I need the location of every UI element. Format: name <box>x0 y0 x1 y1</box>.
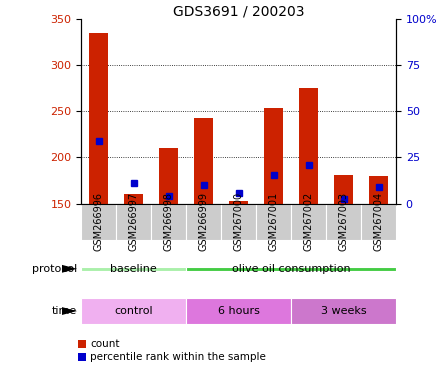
Text: GSM266999: GSM266999 <box>199 192 209 251</box>
Text: olive oil consumption: olive oil consumption <box>232 264 350 274</box>
Bar <box>124 194 143 204</box>
Text: GSM267004: GSM267004 <box>374 192 384 251</box>
Bar <box>299 88 318 204</box>
Text: baseline: baseline <box>110 264 157 274</box>
Bar <box>291 204 326 240</box>
Title: GDS3691 / 200203: GDS3691 / 200203 <box>173 4 304 18</box>
Bar <box>186 298 291 324</box>
Bar <box>116 204 151 240</box>
Bar <box>89 33 109 204</box>
Text: time: time <box>52 306 77 316</box>
Bar <box>81 204 116 240</box>
Text: GSM267003: GSM267003 <box>338 192 348 251</box>
Bar <box>159 148 178 204</box>
Text: GSM267002: GSM267002 <box>304 192 314 252</box>
Bar <box>291 298 396 324</box>
Text: GSM267000: GSM267000 <box>234 192 244 251</box>
Polygon shape <box>62 265 77 273</box>
Text: 6 hours: 6 hours <box>218 306 260 316</box>
Bar <box>334 175 353 204</box>
Polygon shape <box>62 307 77 315</box>
Bar <box>229 201 248 204</box>
Text: control: control <box>114 306 153 316</box>
Bar <box>326 204 361 240</box>
Text: GSM266998: GSM266998 <box>164 192 174 251</box>
Text: 3 weeks: 3 weeks <box>321 306 367 316</box>
Bar <box>81 298 186 324</box>
Text: GSM267001: GSM267001 <box>269 192 279 251</box>
Bar <box>151 204 186 240</box>
Bar <box>81 267 186 271</box>
Text: GSM266997: GSM266997 <box>129 192 139 251</box>
Bar <box>186 267 396 271</box>
Bar <box>221 204 256 240</box>
Bar <box>361 204 396 240</box>
Bar <box>264 108 283 204</box>
Bar <box>256 204 291 240</box>
Bar <box>194 118 213 204</box>
Bar <box>186 204 221 240</box>
Legend: count, percentile rank within the sample: count, percentile rank within the sample <box>78 339 266 362</box>
Text: protocol: protocol <box>32 264 77 274</box>
Bar <box>369 176 388 204</box>
Text: GSM266996: GSM266996 <box>94 192 104 251</box>
